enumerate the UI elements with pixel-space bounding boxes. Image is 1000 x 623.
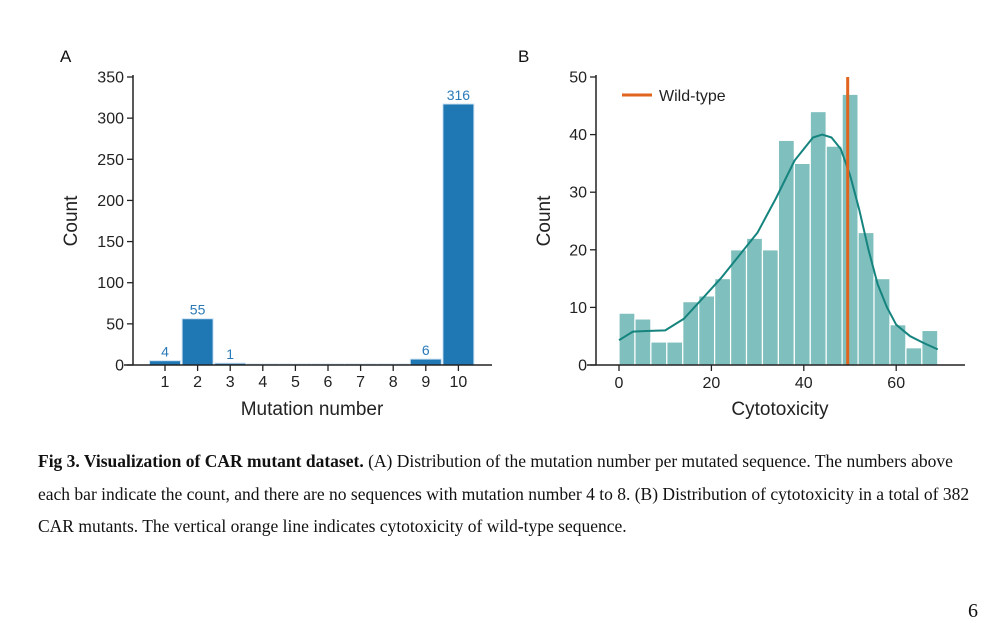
y-tick-label: 50 (569, 70, 587, 87)
bar (442, 103, 475, 366)
y-tick-label: 0 (115, 358, 124, 375)
histogram-bar (745, 237, 764, 366)
histogram-bar (809, 110, 827, 366)
histogram-bar (777, 139, 795, 366)
histogram-bar (729, 249, 748, 366)
bar (409, 358, 442, 366)
histogram-bar (905, 347, 923, 366)
kde-curve (618, 133, 939, 351)
bar (181, 318, 214, 366)
y-tick-label: 30 (569, 185, 587, 202)
histogram-bar (698, 295, 716, 366)
data-label: 1 (226, 346, 234, 362)
y-tick-label: 150 (97, 234, 124, 251)
y-tick-label: 40 (569, 127, 587, 144)
histogram-bar (841, 93, 859, 366)
histogram-bar (857, 231, 875, 366)
caption-text: (A) Distribution of the mutation number … (38, 451, 970, 536)
histogram-bar (714, 278, 732, 366)
y-axis-label: Count (534, 195, 555, 246)
y-tick-label: 100 (97, 275, 124, 292)
y-tick-label: 300 (97, 111, 124, 128)
y-tick-label: 0 (578, 358, 587, 375)
data-label: 55 (190, 302, 206, 318)
y-tick-label: 250 (97, 152, 124, 169)
y-tick-label: 350 (97, 70, 124, 87)
page-number: 6 (968, 600, 978, 622)
y-tick-label: 50 (106, 316, 124, 333)
histogram-bar (634, 318, 652, 366)
y-tick-label: 200 (97, 193, 124, 210)
histogram-bar (761, 249, 779, 366)
x-tick-label: 7 (356, 374, 365, 391)
histogram-bar (666, 341, 684, 366)
x-tick-label: 3 (226, 374, 235, 391)
caption-title: Fig 3. Visualization of CAR mutant datas… (38, 451, 364, 471)
panel-label-a: A (60, 47, 72, 66)
figure-caption: Fig 3. Visualization of CAR mutant datas… (38, 445, 978, 543)
x-tick-label: 9 (421, 374, 430, 391)
x-tick-label: 1 (161, 374, 170, 391)
panel-label-b: B (518, 47, 529, 66)
legend-label-wild-type: Wild-type (659, 88, 726, 105)
data-label: 6 (422, 342, 430, 358)
histogram-bar (825, 145, 843, 366)
x-axis-label: Cytotoxicity (731, 399, 829, 420)
y-tick-label: 10 (569, 300, 587, 317)
x-tick-label: 60 (887, 375, 905, 392)
x-tick-label: 10 (450, 374, 468, 391)
histogram-bar (793, 162, 811, 366)
x-tick-label: 20 (703, 375, 721, 392)
x-tick-label: 6 (324, 374, 333, 391)
x-tick-label: 4 (258, 374, 267, 391)
data-label: 4 (161, 344, 169, 360)
x-tick-label: 5 (291, 374, 300, 391)
x-axis-label: Mutation number (241, 399, 384, 420)
x-tick-label: 2 (193, 374, 202, 391)
x-tick-label: 8 (389, 374, 398, 391)
y-tick-label: 20 (569, 242, 587, 259)
histogram-bar (650, 341, 668, 366)
x-tick-label: 0 (615, 375, 624, 392)
chart-b-cytotoxicity: 0 10 20 30 40 50 0 20 40 60 Wild-type Cytotoxicity C… (534, 70, 965, 420)
chart-a-mutation-number: 4 55 1 6 316 0 50 100 150 200 250 300 350 1 2 3 4 5 6 7 8 9 10… (61, 70, 492, 420)
data-label: 316 (447, 87, 471, 103)
y-axis-label: Count (61, 195, 82, 246)
x-tick-label: 40 (795, 375, 813, 392)
histogram-bar (873, 278, 891, 366)
